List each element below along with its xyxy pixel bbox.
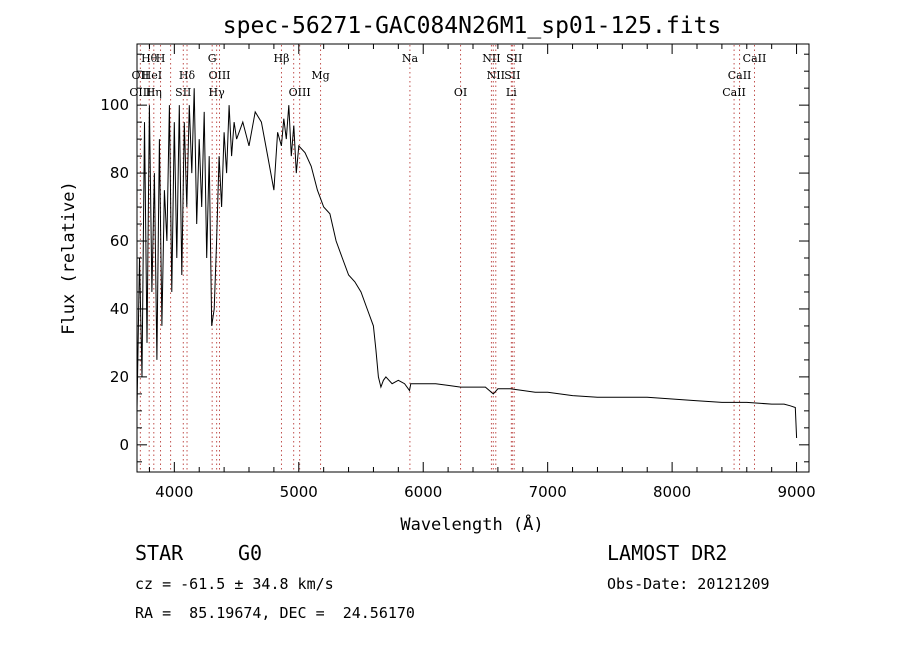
- line-label: Hδ: [179, 69, 196, 82]
- line-label: OI: [454, 86, 467, 99]
- line-label: CaII: [743, 52, 767, 65]
- y-axis: 0 20 40 60 80 100: [100, 53, 809, 463]
- x-tick-label: 7000: [529, 483, 567, 501]
- x-tick-label: 8000: [653, 483, 691, 501]
- y-tick-label: 100: [100, 96, 129, 114]
- line-label: Li: [506, 86, 517, 99]
- y-tick-label: 20: [110, 368, 129, 386]
- line-label: Mg: [311, 69, 329, 82]
- y-tick-label: 80: [110, 164, 129, 182]
- line-label: NII: [487, 69, 505, 82]
- line-label: Na: [402, 52, 419, 65]
- x-axis: 4000 5000 6000 7000 8000 9000: [148, 44, 816, 501]
- x-tick-label: 6000: [404, 483, 442, 501]
- line-label: G: [208, 52, 217, 65]
- line-label: OIII: [208, 69, 230, 82]
- y-tick-label: 40: [110, 300, 129, 318]
- line-label: OII: [132, 69, 150, 82]
- line-label: OIII: [289, 86, 311, 99]
- redshift-velocity: cz = -61.5 ± 34.8 km/s: [135, 575, 334, 593]
- chart-title: spec-56271-GAC084N26M1_sp01-125.fits: [223, 13, 722, 39]
- spectrum-line: [136, 88, 798, 439]
- x-tick-label: 9000: [777, 483, 815, 501]
- line-label: NII: [482, 52, 500, 65]
- survey-name: LAMOST DR2: [607, 541, 728, 565]
- line-label: HeI: [142, 69, 162, 82]
- line-label: Hη: [146, 86, 162, 99]
- x-tick-label: 5000: [280, 483, 318, 501]
- y-axis-label: Flux (relative): [59, 181, 79, 335]
- line-label: SII: [504, 69, 520, 82]
- line-label: CaII: [728, 69, 752, 82]
- line-label: Hθ: [141, 52, 158, 65]
- line-label: H: [156, 52, 166, 65]
- line-label: OIII: [129, 86, 151, 99]
- y-tick-label: 0: [119, 436, 129, 454]
- y-tick-label: 60: [110, 232, 129, 250]
- line-markers: [139, 45, 755, 471]
- line-label: SII: [506, 52, 522, 65]
- observation-date: Obs-Date: 20121209: [607, 575, 770, 593]
- plot-frame: [136, 43, 810, 473]
- line-label: CaII: [722, 86, 746, 99]
- x-axis-label: Wavelength (Å): [400, 513, 543, 535]
- line-label: Hγ: [209, 86, 226, 99]
- line-label: Hβ: [274, 52, 290, 65]
- coordinates: RA = 85.19674, DEC = 24.56170: [135, 604, 415, 622]
- x-tick-label: 4000: [155, 483, 193, 501]
- line-label: SII: [175, 86, 191, 99]
- spectral-subclass: G0: [238, 541, 263, 565]
- object-class: STAR: [135, 541, 184, 565]
